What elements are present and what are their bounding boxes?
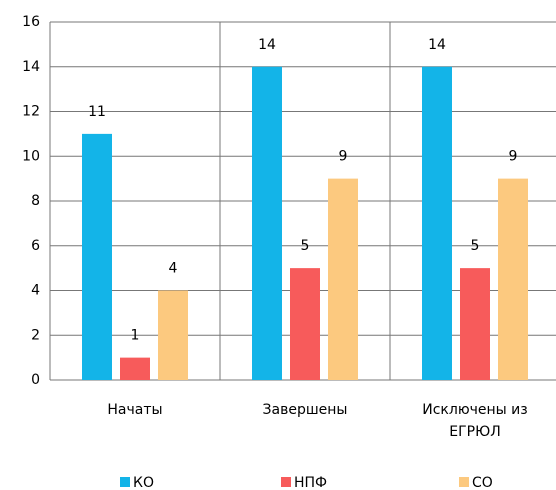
x-tick-label: Начаты [107, 402, 163, 418]
y-tick-label: 10 [22, 148, 40, 164]
data-label: 14 [258, 37, 276, 53]
y-tick-label: 0 [31, 372, 40, 388]
y-tick-label: 6 [31, 238, 40, 254]
legend-label: КО [133, 475, 154, 490]
data-label: 1 [131, 328, 140, 344]
legend-swatch [120, 477, 130, 487]
bar [328, 178, 358, 380]
data-label: 5 [471, 238, 480, 254]
data-label: 5 [301, 238, 310, 254]
bar [460, 268, 490, 380]
bar [290, 268, 320, 380]
y-tick-label: 16 [22, 14, 40, 30]
x-tick-label: Исключены из ЕГРЮЛ [422, 402, 528, 440]
y-tick-label: 4 [31, 283, 40, 299]
data-label: 14 [428, 37, 446, 53]
x-tick-label: Завершены [262, 402, 348, 418]
bar [498, 178, 528, 380]
legend-swatch [281, 477, 291, 487]
bar [252, 66, 282, 380]
data-label: 9 [509, 149, 518, 165]
data-label: 4 [169, 261, 178, 277]
y-tick-label: 12 [22, 104, 40, 120]
bar [422, 66, 452, 380]
bar [120, 357, 150, 380]
bar [158, 290, 188, 380]
bar [82, 133, 112, 380]
legend-label: СО [472, 475, 493, 490]
legend-swatch [459, 477, 469, 487]
y-tick-label: 8 [31, 193, 40, 209]
y-tick-label: 2 [31, 327, 40, 343]
data-label: 11 [88, 104, 106, 120]
data-label: 9 [339, 149, 348, 165]
y-tick-label: 14 [22, 59, 40, 75]
legend-label: НПФ [294, 475, 327, 490]
